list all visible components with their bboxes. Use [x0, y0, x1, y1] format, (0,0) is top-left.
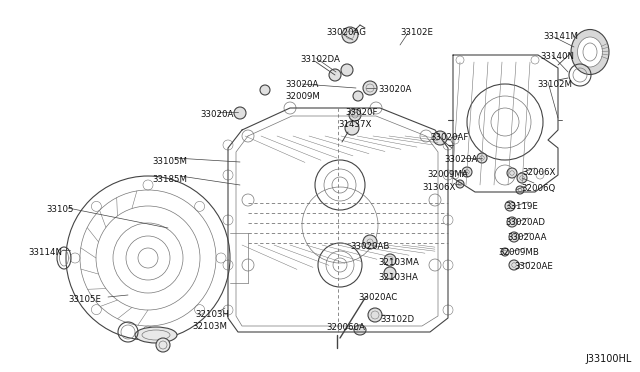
Circle shape	[353, 91, 363, 101]
Text: 32006X: 32006X	[522, 168, 556, 177]
Ellipse shape	[571, 29, 609, 74]
Text: 32009MB: 32009MB	[498, 248, 539, 257]
Circle shape	[384, 267, 396, 279]
Text: 31306X: 31306X	[422, 183, 456, 192]
Text: 33102D: 33102D	[380, 315, 414, 324]
Ellipse shape	[135, 327, 177, 343]
Circle shape	[341, 64, 353, 76]
Circle shape	[456, 180, 464, 188]
Text: 33102DA: 33102DA	[300, 55, 340, 64]
Text: 33020AG: 33020AG	[326, 28, 366, 37]
Text: J33100HL: J33100HL	[586, 354, 632, 364]
Text: 33114N: 33114N	[28, 248, 62, 257]
Circle shape	[509, 260, 519, 270]
Circle shape	[462, 167, 472, 177]
Text: 320060A: 320060A	[326, 323, 365, 332]
Circle shape	[363, 81, 377, 95]
Text: 33119E: 33119E	[505, 202, 538, 211]
Circle shape	[329, 69, 341, 81]
Circle shape	[368, 308, 382, 322]
Text: 33020A: 33020A	[285, 80, 318, 89]
Text: 33020A: 33020A	[378, 85, 412, 94]
Text: 33020AA: 33020AA	[507, 233, 547, 242]
Circle shape	[156, 338, 170, 352]
Text: 33105M: 33105M	[152, 157, 187, 166]
Text: 33020F: 33020F	[345, 108, 378, 117]
Text: 32103HA: 32103HA	[378, 273, 418, 282]
Text: 33020AF: 33020AF	[430, 133, 468, 142]
Circle shape	[516, 186, 524, 194]
Circle shape	[342, 27, 358, 43]
Text: 33102E: 33102E	[400, 28, 433, 37]
Text: 31437X: 31437X	[338, 120, 371, 129]
Ellipse shape	[577, 37, 602, 67]
Circle shape	[517, 173, 527, 183]
Text: 33020AC: 33020AC	[358, 293, 397, 302]
Text: 33102M: 33102M	[537, 80, 572, 89]
Text: 32009M: 32009M	[285, 92, 320, 101]
Text: 32009MA: 32009MA	[427, 170, 468, 179]
Text: 33020A: 33020A	[200, 110, 234, 119]
Circle shape	[345, 121, 359, 135]
Circle shape	[363, 235, 377, 249]
Text: 33105E: 33105E	[68, 295, 101, 304]
Text: 33185M: 33185M	[152, 175, 187, 184]
Circle shape	[507, 217, 517, 227]
Circle shape	[505, 201, 515, 211]
Text: 33140N: 33140N	[540, 52, 574, 61]
Text: 33020AE: 33020AE	[514, 262, 553, 271]
Circle shape	[501, 248, 509, 256]
Text: 33105: 33105	[46, 205, 74, 214]
Circle shape	[433, 131, 447, 145]
Circle shape	[234, 107, 246, 119]
Text: 32103MA: 32103MA	[378, 258, 419, 267]
Circle shape	[384, 254, 396, 266]
Circle shape	[477, 153, 487, 163]
Text: 32103M: 32103M	[192, 322, 227, 331]
Ellipse shape	[354, 325, 366, 335]
Circle shape	[260, 85, 270, 95]
Circle shape	[509, 232, 519, 242]
Text: 32006Q: 32006Q	[521, 184, 556, 193]
Text: 33020A: 33020A	[444, 155, 477, 164]
Text: 33020AD: 33020AD	[505, 218, 545, 227]
Circle shape	[507, 168, 517, 178]
Circle shape	[349, 109, 361, 121]
Text: 33020AB: 33020AB	[350, 242, 389, 251]
Text: 33141M: 33141M	[543, 32, 578, 41]
Text: 32103H: 32103H	[195, 310, 229, 319]
